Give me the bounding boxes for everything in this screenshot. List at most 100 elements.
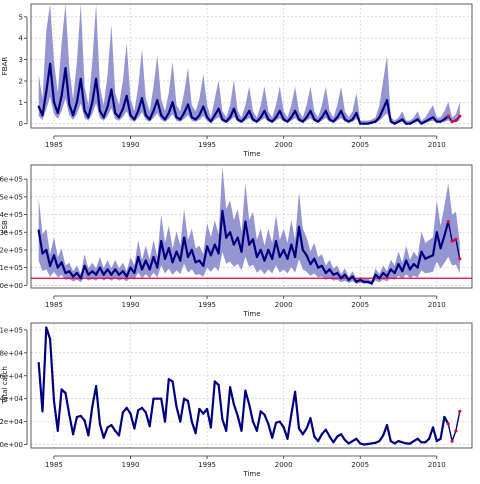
data-point-20 bbox=[114, 268, 117, 271]
data-point-21 bbox=[117, 434, 121, 437]
data-point-94 bbox=[397, 263, 400, 266]
data-point-48 bbox=[221, 209, 224, 213]
data-point-29 bbox=[148, 268, 151, 271]
data-point-44 bbox=[206, 116, 209, 119]
data-point-94 bbox=[397, 120, 400, 123]
data-point-110 bbox=[458, 409, 462, 413]
plot-frame bbox=[30, 322, 473, 449]
data-point-90 bbox=[382, 271, 385, 275]
data-point-70 bbox=[305, 254, 308, 257]
data-point-6 bbox=[60, 94, 63, 97]
data-point-82 bbox=[351, 440, 354, 443]
data-point-39 bbox=[186, 399, 190, 403]
data-point-84 bbox=[359, 122, 362, 125]
data-point-102 bbox=[428, 437, 431, 440]
data-point-84 bbox=[359, 278, 362, 282]
data-point-99 bbox=[416, 437, 419, 440]
data-point-4 bbox=[52, 254, 56, 257]
x-tick-label-0: 1985 bbox=[45, 461, 63, 469]
data-point-92 bbox=[389, 440, 392, 443]
data-point-13 bbox=[87, 116, 90, 119]
data-point-72 bbox=[313, 118, 316, 121]
x-tick-label-1: 1990 bbox=[122, 141, 140, 149]
data-point-12 bbox=[83, 264, 86, 267]
data-point-58 bbox=[259, 116, 262, 119]
data-point-5 bbox=[56, 111, 59, 115]
x-tick-label-5: 2010 bbox=[428, 301, 446, 309]
data-point-34 bbox=[167, 247, 170, 250]
data-point-64 bbox=[282, 118, 285, 121]
y-tick-label-5: 5 bbox=[19, 13, 23, 21]
data-point-106 bbox=[443, 234, 446, 237]
data-point-10 bbox=[75, 271, 78, 275]
data-point-55 bbox=[248, 109, 251, 112]
data-point-12 bbox=[83, 419, 86, 422]
uncertainty-band bbox=[38, 4, 460, 124]
data-point-79 bbox=[340, 109, 343, 112]
data-point-52 bbox=[236, 236, 239, 239]
data-point-63 bbox=[278, 420, 281, 423]
data-point-42 bbox=[198, 407, 201, 411]
plot-frame bbox=[30, 3, 473, 129]
y-axis-label: Total catch bbox=[1, 366, 9, 405]
data-point-23 bbox=[125, 406, 128, 409]
data-point-75 bbox=[324, 271, 327, 275]
data-point-46 bbox=[213, 380, 216, 383]
data-point-8 bbox=[68, 413, 71, 416]
data-point-60 bbox=[267, 118, 270, 121]
y-tick-label-5: 5e+05 bbox=[0, 193, 23, 201]
data-point-28 bbox=[144, 114, 147, 117]
data-point-102 bbox=[428, 118, 431, 121]
data-point-26 bbox=[137, 255, 140, 259]
y-axis-label: FBAR bbox=[1, 57, 9, 76]
data-point-24 bbox=[129, 412, 132, 415]
data-point-107 bbox=[446, 422, 450, 426]
data-point-15 bbox=[95, 273, 98, 276]
data-point-70 bbox=[305, 427, 308, 430]
data-point-110 bbox=[458, 257, 462, 261]
data-point-72 bbox=[313, 257, 316, 260]
y-axis-label: SSB bbox=[1, 220, 9, 234]
data-point-92 bbox=[389, 120, 392, 123]
data-point-71 bbox=[309, 109, 312, 112]
data-point-91 bbox=[385, 99, 389, 102]
data-point-95 bbox=[401, 270, 404, 273]
data-point-82 bbox=[351, 275, 354, 278]
x-tick-label-1: 1990 bbox=[122, 461, 140, 469]
data-point-47 bbox=[217, 252, 220, 255]
data-point-3 bbox=[49, 338, 52, 341]
data-point-18 bbox=[106, 105, 109, 108]
data-point-30 bbox=[152, 397, 155, 400]
y-tick-label-5: 1e+05 bbox=[0, 326, 23, 334]
data-point-66 bbox=[290, 413, 293, 416]
plot-frame bbox=[30, 164, 473, 289]
data-point-74 bbox=[320, 264, 323, 267]
data-point-50 bbox=[229, 116, 232, 119]
data-point-88 bbox=[374, 273, 377, 276]
data-point-78 bbox=[336, 271, 339, 275]
data-point-40 bbox=[190, 420, 193, 423]
data-point-79 bbox=[340, 433, 343, 436]
data-point-45 bbox=[209, 120, 212, 123]
data-point-32 bbox=[160, 397, 163, 400]
data-point-41 bbox=[194, 261, 197, 264]
data-point-63 bbox=[278, 109, 281, 112]
data-point-55 bbox=[248, 243, 251, 246]
data-point-43 bbox=[202, 105, 205, 108]
data-point-42 bbox=[198, 114, 201, 117]
data-point-29 bbox=[148, 118, 151, 121]
data-point-100 bbox=[420, 250, 423, 253]
data-point-44 bbox=[206, 407, 209, 411]
data-point-86 bbox=[366, 442, 369, 446]
data-point-26 bbox=[137, 109, 140, 112]
data-point-95 bbox=[401, 441, 404, 444]
data-point-104 bbox=[435, 440, 438, 443]
data-point-25 bbox=[133, 427, 136, 430]
data-point-77 bbox=[332, 441, 335, 444]
data-point-86 bbox=[366, 122, 369, 125]
data-point-45 bbox=[209, 426, 212, 429]
data-point-6 bbox=[60, 261, 63, 264]
data-point-2 bbox=[45, 326, 48, 329]
